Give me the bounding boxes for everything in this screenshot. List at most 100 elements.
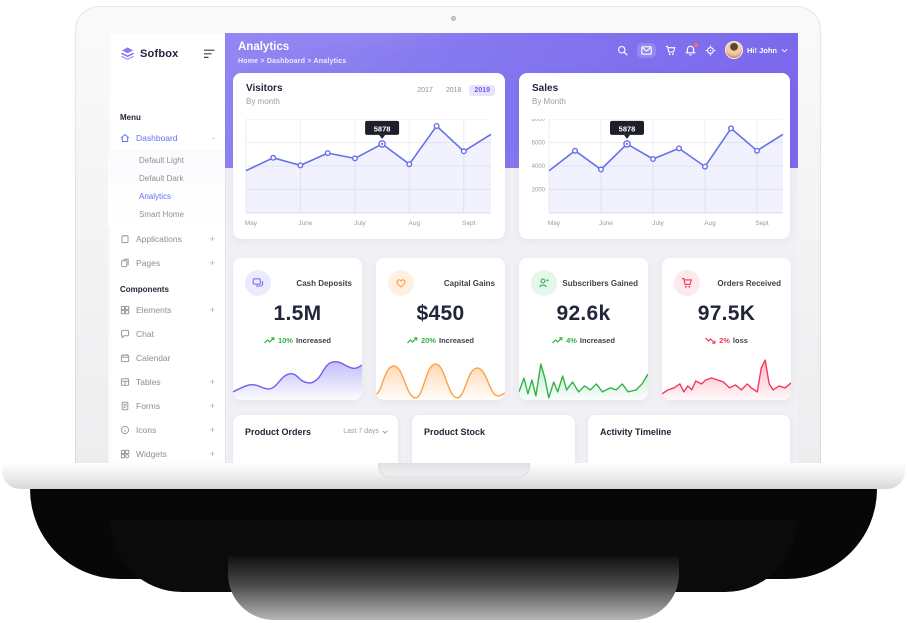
user-add-icon	[531, 270, 557, 296]
activity-timeline-title: Activity Timeline	[600, 427, 672, 437]
stat-trend: 20% Increased	[376, 336, 505, 345]
svg-text:May: May	[245, 220, 258, 227]
visitors-subtitle: By month	[246, 97, 280, 106]
sidebar-toggle-icon[interactable]	[204, 49, 215, 59]
collapse-indicator: -	[212, 133, 215, 143]
trend-percent: 10%	[277, 336, 293, 345]
visitors-card: Visitors By month 2017 2018 2019 5878 May…	[233, 73, 505, 239]
sidebar-subitem-smart-home[interactable]: Smart Home	[139, 209, 184, 219]
sidebar-item-label: Chat	[136, 329, 154, 339]
pages-icon	[120, 258, 130, 268]
stat-card-orders-received: Orders Received 97.5K 2% loss	[662, 258, 791, 400]
year-filter: 2017 2018 2019	[412, 85, 495, 96]
sparkline-orange	[376, 354, 505, 400]
year-2018-button[interactable]: 2018	[445, 87, 462, 94]
breadcrumb: Home > Dashboard > Analytics	[238, 58, 347, 65]
stat-card-cash-deposits: Cash Deposits 1.5M 10% Increased	[233, 258, 362, 400]
avatar	[725, 41, 743, 59]
sidebar-item-elements[interactable]: Elements +	[108, 298, 225, 322]
grid-icon	[120, 305, 130, 315]
chat-bubble-icon	[120, 329, 130, 339]
sidebar-subitem-default-dark[interactable]: Default Dark	[139, 173, 184, 183]
dashboard-submenu: Default Light Default Dark Analytics Sma…	[108, 150, 225, 227]
sidebar-item-widgets[interactable]: Widgets +	[108, 442, 225, 463]
stat-title: Capital Gains	[443, 279, 495, 288]
stat-value: $450	[416, 302, 465, 325]
sidebar-item-label: Tables	[136, 377, 161, 387]
svg-text:July: July	[354, 220, 366, 227]
dashboard-screen: Sofbox Menu Dashboard - Default Light De…	[108, 33, 798, 463]
stat-card-subscribers-gained: Subscribers Gained 92.6k 4% Increased	[519, 258, 648, 400]
svg-text:June: June	[599, 220, 613, 227]
svg-text:5878: 5878	[374, 124, 391, 133]
main-content: Analytics Home > Dashboard > Analytics H…	[225, 33, 798, 463]
logo[interactable]: Sofbox	[108, 33, 225, 69]
bell-icon[interactable]	[685, 42, 698, 56]
menu-section-label: Menu	[120, 113, 141, 122]
stat-trend: 10% Increased	[233, 336, 362, 345]
svg-text:Sept: Sept	[755, 220, 769, 227]
year-2019-button[interactable]: 2019	[469, 85, 495, 96]
user-menu[interactable]: Hi! John	[725, 41, 788, 59]
chevron-down-icon	[382, 430, 388, 434]
svg-text:May: May	[548, 220, 561, 227]
expand-indicator: +	[209, 449, 215, 459]
gps-crosshair-icon[interactable]	[705, 44, 716, 56]
sidebar-item-dashboard[interactable]: Dashboard -	[108, 126, 225, 150]
sidebar-item-label: Forms	[136, 401, 161, 411]
expand-indicator: +	[209, 377, 215, 387]
svg-text:4000: 4000	[532, 164, 546, 170]
stat-value: 92.6k	[556, 302, 611, 325]
sparkline-green	[519, 354, 648, 400]
components-section-label: Components	[120, 285, 169, 294]
year-2017-button[interactable]: 2017	[417, 87, 433, 94]
sidebar-item-forms[interactable]: Forms +	[108, 394, 225, 418]
stat-title: Orders Received	[717, 279, 781, 288]
laptop-shadow-fade	[228, 556, 679, 620]
svg-text:6000: 6000	[532, 141, 546, 147]
trend-label: Increased	[295, 336, 332, 345]
search-icon[interactable]	[617, 45, 628, 56]
trend-label: Increased	[579, 336, 615, 345]
stat-value: 97.5K	[697, 302, 756, 325]
cart-icon[interactable]	[665, 45, 676, 56]
table-icon	[120, 377, 130, 387]
last-7-days-dropdown[interactable]: Last 7 days	[343, 428, 388, 435]
clipboard-icon	[120, 234, 130, 244]
trend-down-icon	[705, 337, 716, 344]
sidebar-item-calendar[interactable]: Calendar	[108, 346, 225, 370]
document-icon	[120, 401, 130, 411]
sidebar-subitem-default-light[interactable]: Default Light	[139, 155, 184, 165]
widgets-icon	[120, 449, 130, 459]
sidebar-item-applications[interactable]: Applications +	[108, 227, 225, 251]
stat-trend: 4% Increased	[519, 336, 648, 345]
svg-text:Sept: Sept	[462, 220, 476, 227]
sidebar-item-pages[interactable]: Pages +	[108, 251, 225, 275]
mail-icon[interactable]	[637, 42, 656, 58]
product-orders-card: Product Orders Last 7 days	[233, 415, 398, 463]
activity-timeline-card: Activity Timeline	[588, 415, 790, 463]
sidebar-item-tables[interactable]: Tables +	[108, 370, 225, 394]
svg-text:8000: 8000	[532, 119, 546, 123]
sparkline-purple	[233, 354, 362, 400]
sidebar-item-icons[interactable]: Icons +	[108, 418, 225, 442]
header-actions: Hi! John	[617, 41, 788, 59]
sidebar-subitem-analytics[interactable]: Analytics	[139, 191, 172, 201]
svg-text:Aug: Aug	[704, 220, 716, 227]
trend-up-icon	[407, 337, 418, 344]
trend-percent: 20%	[420, 336, 436, 345]
logo-text: Sofbox	[140, 47, 179, 60]
stat-value: 1.5M	[273, 302, 322, 325]
trend-up-icon	[552, 337, 563, 344]
sidebar-item-label: Calendar	[136, 353, 171, 363]
info-circle-icon	[120, 425, 130, 435]
laptop-camera	[451, 16, 456, 21]
sidebar-item-label: Applications	[136, 234, 182, 244]
sidebar-item-chat[interactable]: Chat	[108, 322, 225, 346]
svg-text:June: June	[298, 220, 312, 227]
stat-trend: 2% loss	[662, 336, 791, 345]
sales-subtitle: By Month	[532, 97, 566, 106]
calendar-icon	[120, 353, 130, 363]
visitors-line-chart: 5878 May June July Aug Sept	[245, 119, 492, 227]
stat-title: Cash Deposits	[296, 279, 352, 288]
